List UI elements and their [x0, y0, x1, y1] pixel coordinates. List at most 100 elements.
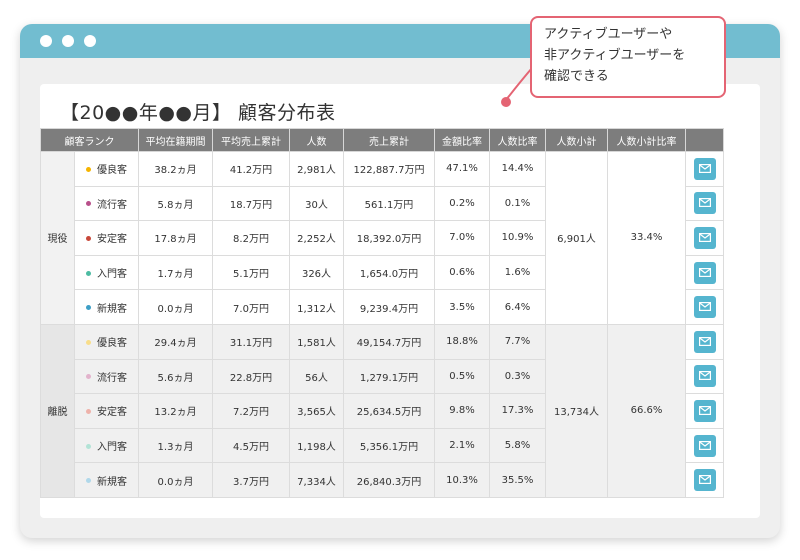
action-cell	[685, 289, 724, 325]
action-cell	[685, 393, 724, 429]
mail-button[interactable]	[693, 192, 716, 215]
column-header[interactable]: 平均在籍期間	[138, 128, 213, 152]
mail-button[interactable]	[693, 330, 716, 353]
window-dot[interactable]	[84, 35, 96, 47]
column-header[interactable]: 顧客ランク	[40, 128, 139, 152]
avg-tenure-cell: 13.2ヵ月	[138, 393, 213, 429]
rank-label[interactable]: 流行客	[97, 199, 127, 211]
action-cell	[685, 254, 724, 291]
column-header[interactable]: 金額比率	[434, 128, 490, 152]
column-header[interactable]: 人数小計比率	[607, 128, 686, 152]
action-cell	[685, 462, 724, 498]
count-cell: 2,252人	[289, 220, 344, 256]
rank-dot-icon	[86, 201, 91, 207]
column-header[interactable]: 人数小計	[545, 128, 608, 152]
rank-dot-icon	[86, 443, 91, 449]
mail-button[interactable]	[693, 226, 716, 249]
rank-label[interactable]: 安定客	[97, 234, 127, 246]
rank-cell[interactable]: 安定客	[74, 220, 139, 256]
rank-label[interactable]: 新規客	[97, 476, 127, 488]
rank-label[interactable]: 入門客	[97, 269, 127, 281]
amount-ratio-cell: 10.3%	[434, 462, 490, 498]
amount-ratio-cell: 2.1%	[434, 427, 490, 464]
rank-cell[interactable]: 入門客	[74, 254, 139, 291]
table-row: 離脱 優良客 29.4ヵ月 31.1万円 1,581人 49,154.7万円 18.8% 7.…	[40, 323, 724, 498]
count-cell: 3,565人	[289, 393, 344, 429]
column-header[interactable]: 平均売上累計	[212, 128, 290, 152]
callout-connector	[501, 67, 533, 107]
action-cell	[685, 151, 724, 187]
rank-label[interactable]: 新規客	[97, 303, 127, 315]
count-cell: 1,312人	[289, 289, 344, 325]
count-cell: 7,334人	[289, 462, 344, 498]
mail-icon	[698, 336, 711, 346]
rank-cell[interactable]: 入門客	[74, 427, 139, 464]
mail-icon	[698, 302, 711, 312]
rank-cell[interactable]: 新規客	[74, 289, 139, 325]
column-header[interactable]: 売上累計	[343, 128, 435, 152]
amount-ratio-cell: 0.2%	[434, 185, 490, 222]
sales-total-cell: 25,634.5万円	[343, 393, 435, 429]
rank-dot-icon	[86, 478, 91, 484]
table-row: 新規客 0.0ヵ月 3.7万円 7,334人 26,840.3万円 10.3% 35.5%	[41, 462, 724, 498]
amount-ratio-cell: 0.5%	[434, 358, 490, 395]
mail-button[interactable]	[693, 296, 716, 319]
avg-sales-cell: 4.5万円	[212, 427, 290, 464]
rank-label[interactable]: 流行客	[97, 372, 127, 384]
mail-button[interactable]	[693, 434, 716, 457]
mail-button[interactable]	[693, 157, 716, 180]
count-cell: 56人	[289, 358, 344, 395]
amount-ratio-cell: 7.0%	[434, 220, 490, 256]
rank-cell[interactable]: 優良客	[74, 151, 139, 187]
rank-label[interactable]: 安定客	[97, 407, 127, 419]
mail-icon	[698, 198, 711, 208]
column-header[interactable]: 人数比率	[489, 128, 546, 152]
rank-dot-icon	[86, 166, 91, 172]
subtotal-cell: 6,901人	[545, 151, 608, 325]
sales-total-cell: 5,356.1万円	[343, 427, 435, 464]
amount-ratio-cell: 18.8%	[434, 323, 490, 360]
avg-sales-cell: 8.2万円	[212, 220, 290, 256]
action-cell	[685, 427, 724, 464]
rank-label[interactable]: 入門客	[97, 442, 127, 454]
avg-sales-cell: 7.2万円	[212, 393, 290, 429]
mail-button[interactable]	[693, 399, 716, 422]
rank-cell[interactable]: 流行客	[74, 358, 139, 395]
rank-cell[interactable]: 優良客	[74, 323, 139, 360]
count-cell: 1,581人	[289, 323, 344, 360]
rank-cell[interactable]: 流行客	[74, 185, 139, 222]
rank-dot-icon	[86, 408, 91, 414]
count-ratio-cell: 17.3%	[489, 393, 546, 429]
rank-dot-icon	[86, 305, 91, 311]
rank-label[interactable]: 優良客	[97, 165, 127, 177]
mail-button[interactable]	[693, 469, 716, 492]
mail-icon	[698, 232, 711, 242]
mail-icon	[698, 440, 711, 450]
count-cell: 1,198人	[289, 427, 344, 464]
table-row: 流行客 5.6ヵ月 22.8万円 56人 1,279.1万円 0.5% 0.3%	[41, 358, 724, 395]
rank-dot-icon	[86, 235, 91, 241]
rank-label[interactable]: 優良客	[97, 338, 127, 350]
count-ratio-cell: 14.4%	[489, 151, 546, 187]
amount-ratio-cell: 0.6%	[434, 254, 490, 291]
sales-total-cell: 1,654.0万円	[343, 254, 435, 291]
rank-cell[interactable]: 安定客	[74, 393, 139, 429]
avg-sales-cell: 7.0万円	[212, 289, 290, 325]
subtotal-ratio-cell: 66.6%	[607, 323, 686, 498]
count-ratio-cell: 1.6%	[489, 254, 546, 291]
column-header[interactable]: 人数	[289, 128, 344, 152]
count-ratio-cell: 5.8%	[489, 427, 546, 464]
mail-button[interactable]	[693, 261, 716, 284]
window-dot[interactable]	[62, 35, 74, 47]
table-row: 流行客 5.8ヵ月 18.7万円 30人 561.1万円 0.2% 0.1%	[41, 185, 724, 222]
rank-dot-icon	[86, 374, 91, 380]
window-dot[interactable]	[40, 35, 52, 47]
count-ratio-cell: 6.4%	[489, 289, 546, 325]
table-row: 安定客 17.8ヵ月 8.2万円 2,252人 18,392.0万円 7.0% 10.9%	[41, 220, 724, 256]
rank-cell[interactable]: 新規客	[74, 462, 139, 498]
mail-icon	[698, 475, 711, 485]
avg-tenure-cell: 29.4ヵ月	[138, 323, 213, 360]
sales-total-cell: 18,392.0万円	[343, 220, 435, 256]
mail-button[interactable]	[693, 365, 716, 388]
mail-icon	[698, 267, 711, 277]
